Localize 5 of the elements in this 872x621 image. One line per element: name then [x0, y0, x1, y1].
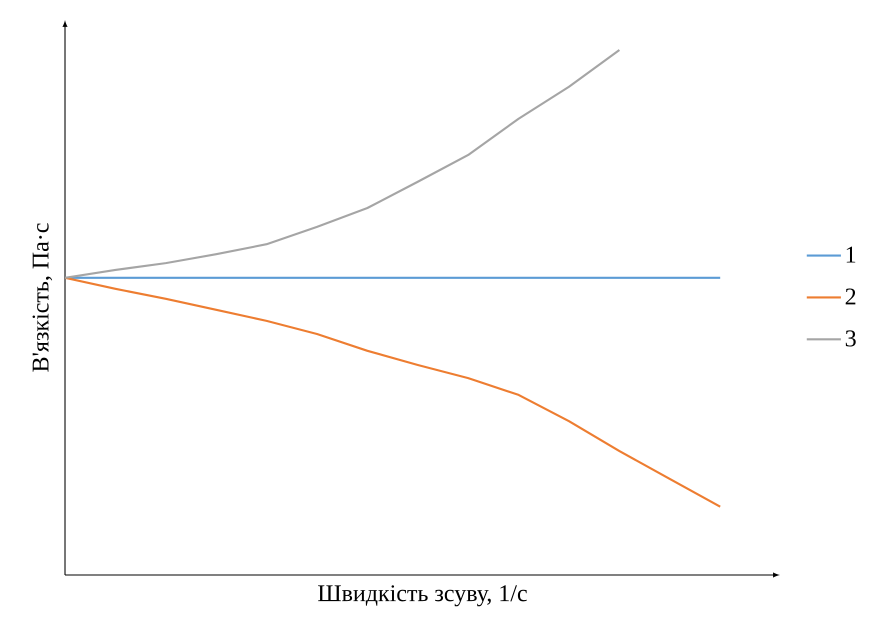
legend-label: 2	[846, 288, 856, 304]
y-axis-title: В'язкість, Па·с	[32, 223, 52, 372]
legend-label: 1	[846, 246, 856, 263]
legend-label: 3	[846, 330, 856, 347]
x-axis-title: Швидкість зсуву, 1/с	[318, 585, 527, 606]
